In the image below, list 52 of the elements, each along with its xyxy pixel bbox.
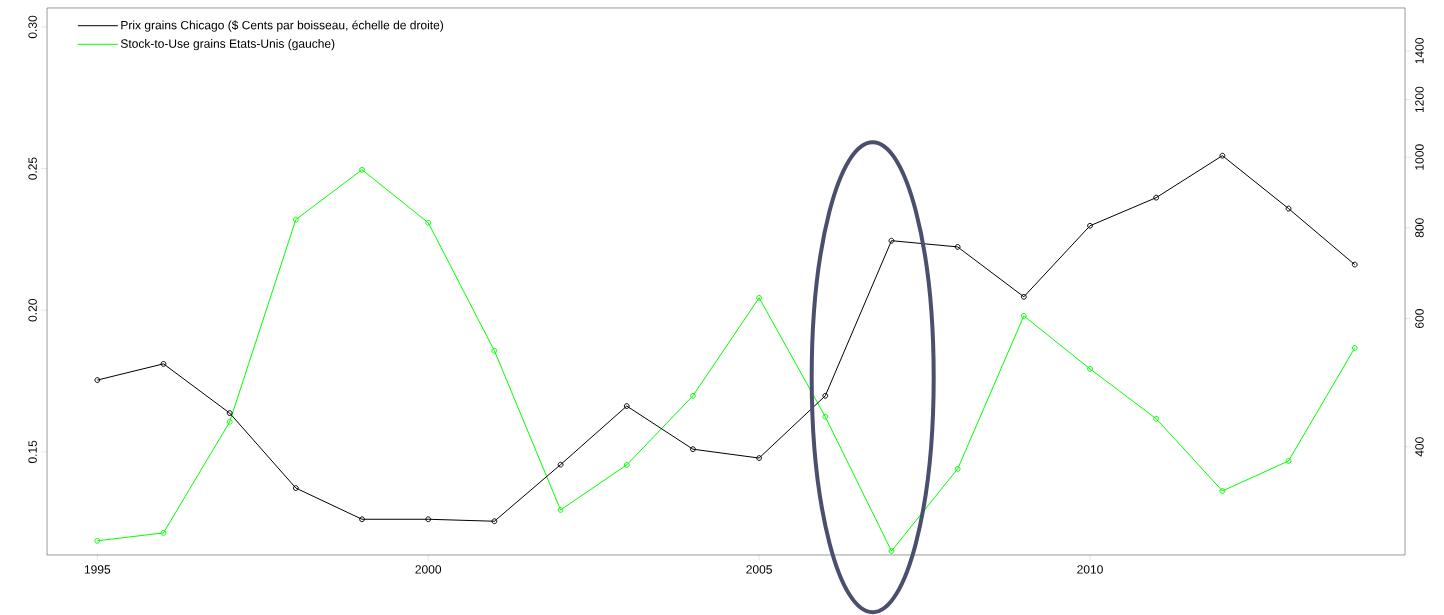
point: [623, 462, 630, 468]
point: [1020, 293, 1027, 300]
point: [888, 237, 895, 244]
point: [359, 166, 365, 173]
point: [226, 418, 233, 425]
point: [1153, 415, 1160, 422]
point: [756, 455, 763, 461]
point: [425, 219, 432, 226]
point: [1285, 458, 1292, 464]
point: [160, 529, 167, 536]
point: [1219, 152, 1226, 159]
x-tick-label: 1995: [84, 565, 111, 574]
point: [557, 461, 564, 468]
point: [888, 548, 895, 554]
point: [822, 413, 829, 420]
point: [1219, 488, 1226, 494]
y2-tick-label: 800: [1415, 218, 1424, 238]
y2-tick-label: 1000: [1415, 144, 1424, 170]
point: [756, 294, 763, 301]
point: [160, 360, 167, 367]
x-tick-label: 2000: [415, 565, 442, 574]
y2-tick-label: 1200: [1415, 86, 1424, 113]
point: [491, 518, 498, 525]
point: [1020, 313, 1027, 319]
point: [557, 507, 564, 513]
point: [623, 403, 630, 409]
point: [292, 216, 299, 223]
point: [1285, 205, 1292, 212]
y2-tick-label: 400: [1415, 437, 1424, 457]
point: [690, 392, 696, 399]
x-tick-label: 2005: [746, 565, 772, 574]
y-tick-label: 0.15: [28, 440, 37, 464]
point: [359, 516, 365, 523]
point: [822, 392, 829, 399]
y-tick-label: 0.30: [28, 15, 37, 39]
y2-tick-label: 600: [1415, 309, 1424, 329]
point: [954, 244, 961, 250]
point: [292, 485, 299, 491]
point: [425, 516, 432, 523]
point: [954, 465, 961, 472]
point: [690, 446, 696, 453]
x-tick-label: 2010: [1077, 565, 1103, 574]
y2-tick-label: 1400: [1415, 38, 1424, 64]
point: [1087, 222, 1093, 229]
point: [491, 347, 498, 354]
point: [1087, 365, 1093, 372]
y-tick-label: 0.20: [28, 299, 37, 322]
point: [226, 410, 233, 416]
y-tick-label: 0.25: [28, 157, 37, 180]
legend-label: Prix grains Chicago ($ Cents par boisseau, échelle de droite): [121, 20, 444, 32]
legend-label: Stock-to-Use grains Etats-Unis (gauche): [120, 39, 335, 51]
point: [1153, 194, 1160, 201]
